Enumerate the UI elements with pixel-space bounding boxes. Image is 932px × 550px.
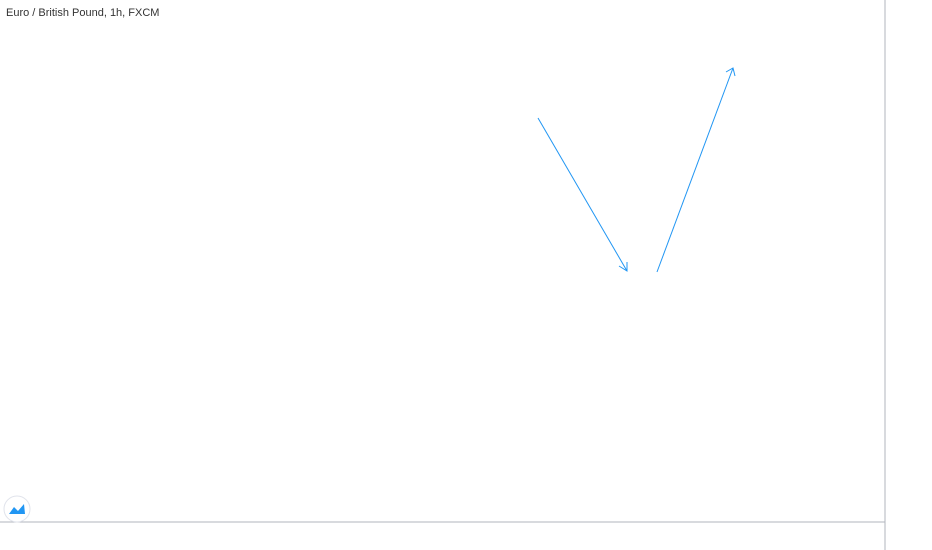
price-axis[interactable] [885, 0, 932, 550]
arrow-head [618, 262, 628, 272]
drawings[interactable] [537, 67, 736, 273]
arrow-down[interactable] [537, 117, 628, 272]
chart-title: Euro / British Pound, 1h, FXCM [6, 7, 159, 19]
arrow-head [725, 67, 736, 77]
arrow-up[interactable] [656, 67, 734, 273]
logo [3, 495, 31, 523]
